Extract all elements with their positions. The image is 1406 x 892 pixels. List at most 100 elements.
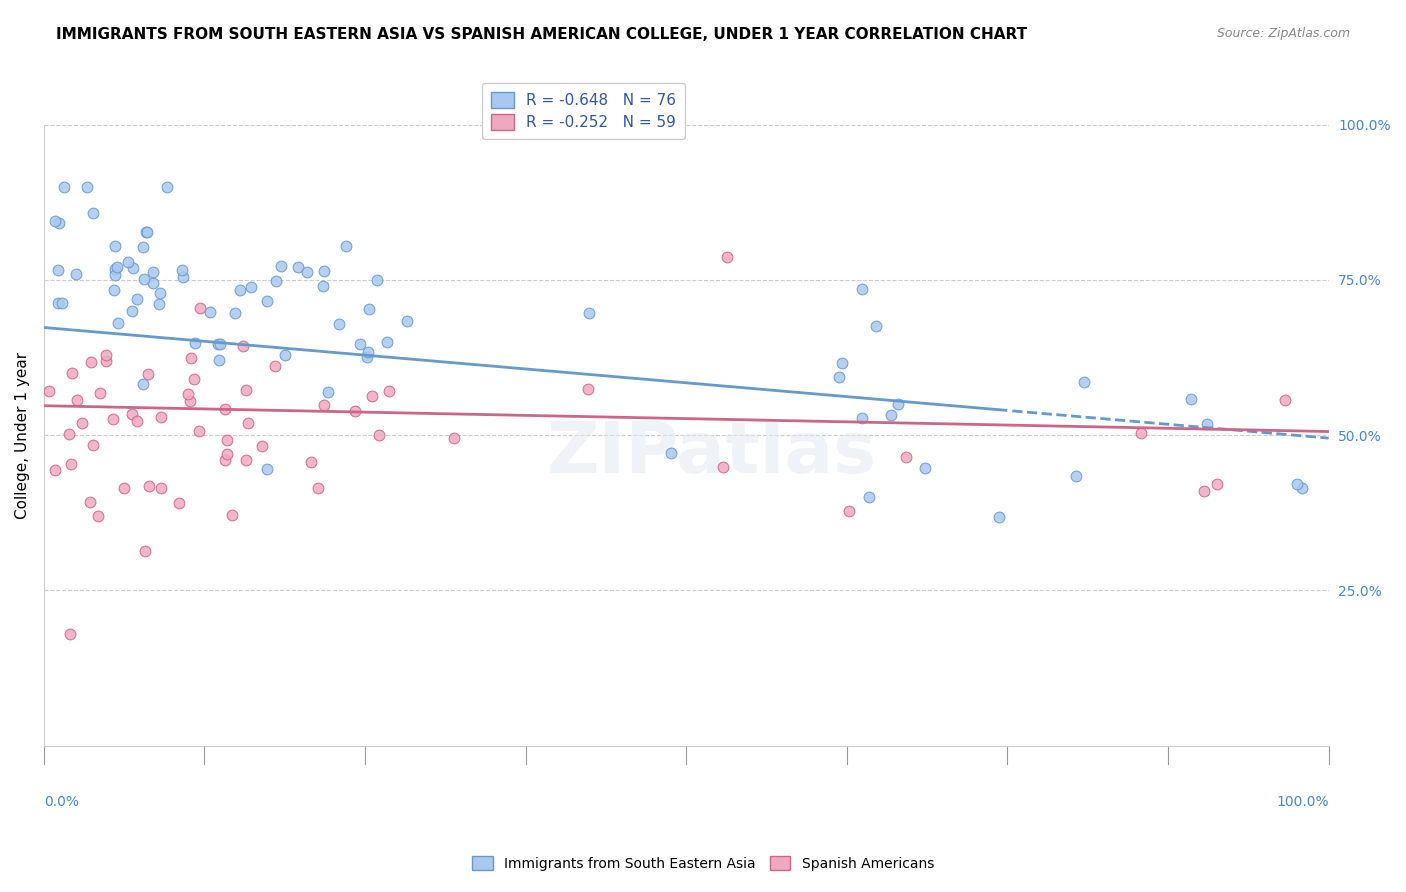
Point xyxy=(132,376,155,391)
Text: Source: ZipAtlas.com: Source: ZipAtlas.com xyxy=(1216,27,1350,40)
Point xyxy=(44,463,66,477)
Y-axis label: College, Under 1 year: College, Under 1 year xyxy=(15,351,30,519)
Point xyxy=(270,260,292,274)
Point xyxy=(198,304,221,318)
Point xyxy=(58,627,80,641)
Point xyxy=(838,504,860,518)
Point xyxy=(172,269,194,284)
Point xyxy=(217,447,239,461)
Point xyxy=(235,452,257,467)
Legend: R = -0.648   N = 76, R = -0.252   N = 59: R = -0.648 N = 76, R = -0.252 N = 59 xyxy=(482,83,685,139)
Point xyxy=(224,306,246,320)
Point xyxy=(851,282,873,296)
Point xyxy=(136,368,159,382)
Point xyxy=(156,179,179,194)
Point xyxy=(395,314,418,328)
Point xyxy=(127,292,149,306)
Point xyxy=(53,179,76,194)
Point xyxy=(307,481,329,495)
Point xyxy=(149,286,172,301)
Point xyxy=(94,354,117,368)
Point xyxy=(135,225,157,239)
Point xyxy=(132,272,155,286)
Point xyxy=(208,337,231,351)
Point xyxy=(831,356,853,370)
Point xyxy=(215,433,238,447)
Point xyxy=(117,254,139,268)
Point xyxy=(880,408,903,422)
Point xyxy=(138,479,160,493)
Point xyxy=(366,273,388,287)
Point xyxy=(180,351,202,366)
Point xyxy=(170,263,193,277)
Point xyxy=(44,214,66,228)
Point xyxy=(1291,481,1313,495)
Point xyxy=(314,264,336,278)
Point xyxy=(183,335,205,350)
Point xyxy=(82,206,104,220)
Point xyxy=(328,317,350,331)
Point xyxy=(914,461,936,475)
Point xyxy=(177,387,200,401)
Point xyxy=(356,350,378,364)
Point xyxy=(716,250,738,264)
Point xyxy=(1130,426,1153,441)
Text: ZIPatlas: ZIPatlas xyxy=(547,419,877,488)
Point xyxy=(38,384,60,398)
Point xyxy=(80,355,103,369)
Point xyxy=(65,392,87,407)
Point xyxy=(104,268,127,282)
Point xyxy=(1180,392,1202,406)
Point xyxy=(711,460,734,475)
Point xyxy=(214,453,236,467)
Point xyxy=(72,416,94,430)
Point xyxy=(149,481,172,495)
Point xyxy=(828,370,851,384)
Point xyxy=(105,260,128,274)
Point xyxy=(60,367,83,381)
Point xyxy=(314,398,336,412)
Point xyxy=(59,457,82,471)
Point xyxy=(359,302,381,317)
Point xyxy=(264,359,287,373)
Point xyxy=(256,462,278,476)
Point xyxy=(132,240,155,254)
Point xyxy=(578,306,600,320)
Point xyxy=(343,404,366,418)
Point xyxy=(865,318,887,333)
Point xyxy=(256,294,278,309)
Point xyxy=(142,276,165,290)
Point xyxy=(136,225,159,239)
Point xyxy=(264,274,287,288)
Point xyxy=(1195,417,1218,431)
Point xyxy=(134,544,156,558)
Point xyxy=(1073,375,1095,389)
Point xyxy=(274,348,297,362)
Point xyxy=(312,278,335,293)
Text: IMMIGRANTS FROM SOUTH EASTERN ASIA VS SPANISH AMERICAN COLLEGE, UNDER 1 YEAR COR: IMMIGRANTS FROM SOUTH EASTERN ASIA VS SP… xyxy=(56,27,1028,42)
Point xyxy=(221,508,243,522)
Point xyxy=(107,316,129,330)
Point xyxy=(148,297,170,311)
Point xyxy=(188,424,211,438)
Point xyxy=(443,432,465,446)
Point xyxy=(1274,393,1296,408)
Point xyxy=(335,239,357,253)
Point xyxy=(94,348,117,362)
Point xyxy=(208,352,231,367)
Point xyxy=(1064,468,1087,483)
Point xyxy=(79,495,101,509)
Point xyxy=(121,304,143,318)
Point xyxy=(576,382,599,396)
Point xyxy=(127,414,149,428)
Point xyxy=(987,510,1010,524)
Point xyxy=(103,412,125,426)
Point xyxy=(121,408,143,422)
Point xyxy=(76,179,98,194)
Point xyxy=(295,265,318,279)
Point xyxy=(89,385,111,400)
Point xyxy=(104,239,127,253)
Point xyxy=(46,295,69,310)
Point xyxy=(149,410,172,425)
Point xyxy=(240,280,263,294)
